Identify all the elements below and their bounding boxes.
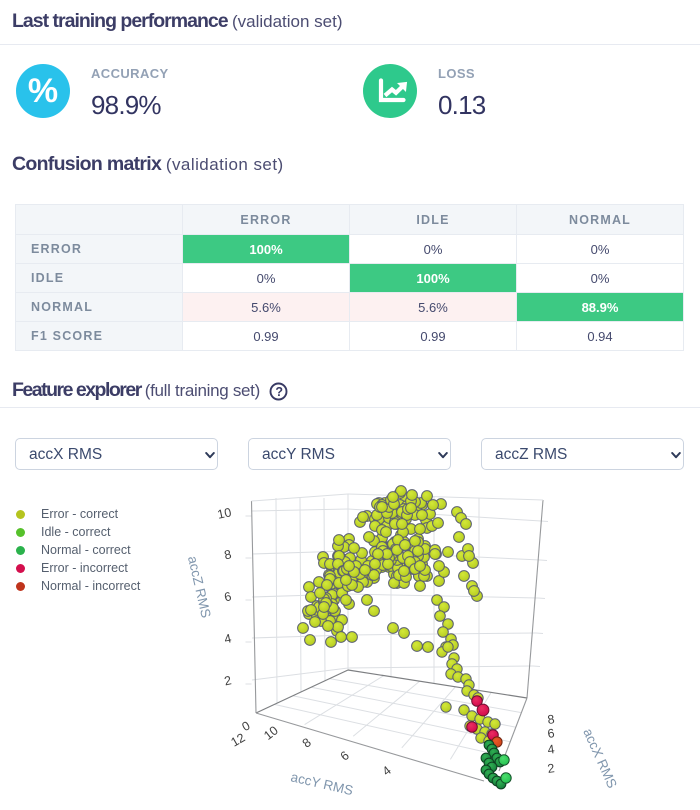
svg-text:2: 2	[223, 673, 233, 688]
svg-text:10: 10	[261, 723, 281, 743]
svg-text:4: 4	[547, 742, 556, 757]
svg-text:6: 6	[223, 589, 233, 604]
svg-text:accZ RMS: accZ RMS	[185, 555, 214, 620]
svg-text:4: 4	[380, 763, 394, 778]
svg-text:6: 6	[547, 726, 556, 741]
svg-text:%: %	[28, 72, 58, 110]
svg-text:accX RMS: accX RMS	[580, 726, 620, 790]
svg-text:12: 12	[228, 730, 247, 749]
svg-text:10: 10	[216, 505, 233, 522]
svg-text:accY RMS: accY RMS	[289, 769, 354, 798]
svg-text:8: 8	[300, 735, 314, 750]
svg-text:?: ?	[275, 385, 282, 399]
svg-text:6: 6	[338, 748, 352, 763]
svg-text:8: 8	[547, 712, 556, 727]
svg-text:2: 2	[547, 761, 556, 776]
svg-text:4: 4	[223, 631, 233, 646]
svg-text:0: 0	[239, 718, 252, 734]
svg-text:8: 8	[223, 547, 233, 562]
